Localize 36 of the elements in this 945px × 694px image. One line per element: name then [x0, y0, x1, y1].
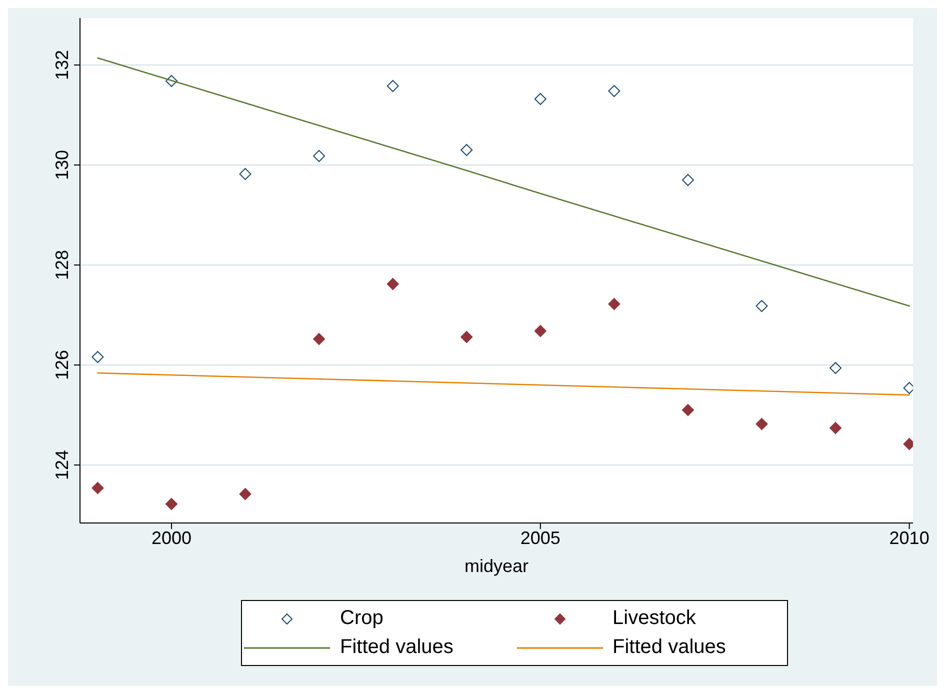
point — [386, 278, 399, 290]
point — [239, 488, 252, 500]
y-tick-label: 130 — [52, 150, 72, 180]
x-tick-label: 2010 — [889, 528, 930, 548]
point — [313, 150, 326, 162]
point — [830, 362, 842, 374]
point — [239, 168, 252, 180]
legend-label: Fitted values — [612, 636, 726, 659]
legend-label: Livestock — [612, 607, 696, 630]
point — [386, 80, 399, 92]
y-tick-label: 126 — [52, 350, 72, 380]
x-tick-label: 2000 — [151, 528, 192, 548]
point — [313, 333, 326, 345]
point — [460, 144, 473, 156]
point — [756, 418, 768, 430]
point — [682, 174, 694, 186]
point — [534, 93, 546, 105]
x-tick-label: 2005 — [520, 528, 560, 548]
point — [830, 422, 842, 434]
y-tick-label: 128 — [52, 250, 72, 280]
legend-label: Fitted values — [340, 636, 454, 659]
y-tick-label: 124 — [52, 450, 72, 480]
x-axis-title: midyear — [464, 556, 529, 576]
point — [756, 300, 768, 312]
point — [608, 298, 620, 310]
y-tick-label: 132 — [52, 50, 72, 80]
point — [534, 325, 546, 337]
point — [460, 331, 473, 343]
point — [165, 75, 178, 87]
line-series — [97, 57, 910, 307]
point — [92, 351, 104, 363]
point — [682, 404, 694, 416]
legend-label: Crop — [340, 607, 384, 630]
point — [165, 498, 178, 510]
point — [92, 482, 104, 494]
point — [608, 85, 620, 97]
